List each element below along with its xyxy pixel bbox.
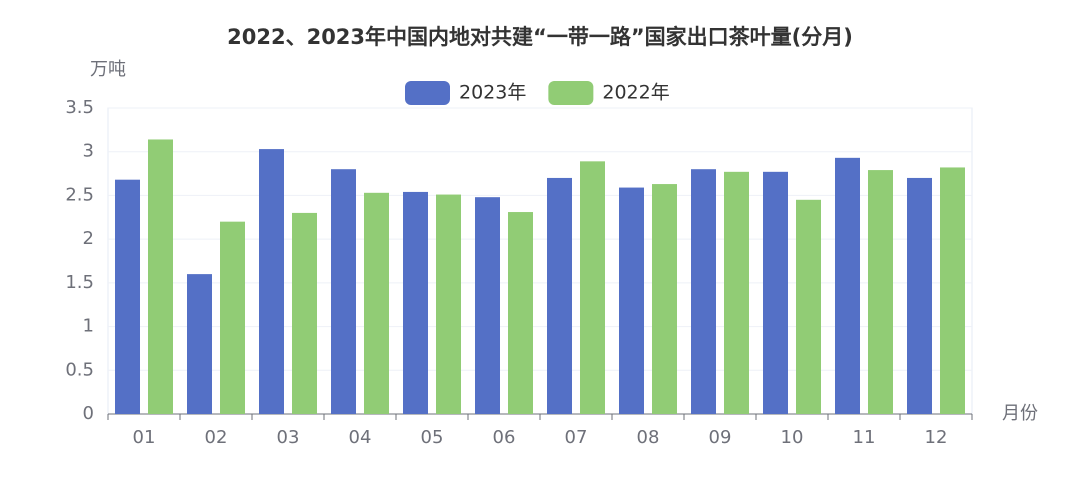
bar [835, 157, 860, 414]
x-tick-label: 08 [637, 427, 660, 448]
bar [724, 171, 749, 414]
bar [547, 177, 572, 414]
x-tick-label: 09 [709, 427, 732, 448]
bar [364, 192, 389, 414]
x-tick-label: 05 [421, 427, 444, 448]
bar [907, 177, 932, 414]
y-tick-label: 3 [83, 141, 94, 162]
legend-swatch [405, 81, 450, 105]
x-axis-label: 月份 [1002, 403, 1038, 424]
x-tick-label: 03 [277, 427, 300, 448]
y-tick-label: 3.5 [65, 97, 94, 118]
bar [187, 274, 212, 414]
bar [763, 171, 788, 414]
bar [220, 221, 245, 414]
bar [115, 179, 140, 414]
bar [652, 184, 677, 414]
y-tick-label: 0 [83, 403, 94, 424]
legend-label: 2022年 [602, 82, 669, 104]
bar [868, 170, 893, 414]
bar [259, 149, 284, 414]
bar [580, 161, 605, 414]
y-axis-label: 万吨 [90, 59, 126, 80]
x-tick-label: 11 [853, 427, 876, 448]
y-tick-label: 0.5 [65, 359, 94, 380]
x-tick-label: 10 [781, 427, 804, 448]
x-tick-label: 04 [349, 427, 372, 448]
y-tick-label: 2.5 [65, 184, 94, 205]
chart-title: 2022、2023年中国内地对共建“一带一路”国家出口茶叶量(分月) [227, 25, 853, 49]
bar [691, 169, 716, 414]
x-tick-label: 12 [925, 427, 948, 448]
y-tick-label: 2 [83, 228, 94, 249]
x-tick-label: 02 [205, 427, 228, 448]
bar [940, 167, 965, 414]
bar [403, 191, 428, 414]
legend-label: 2023年 [459, 82, 526, 104]
bar [796, 199, 821, 414]
x-tick-label: 07 [565, 427, 588, 448]
bar [508, 212, 533, 414]
bar [148, 139, 173, 414]
y-tick-label: 1.5 [65, 272, 94, 293]
bar [292, 212, 317, 414]
y-tick-label: 1 [83, 316, 94, 337]
legend-swatch [548, 81, 594, 105]
bar [475, 197, 500, 414]
bar [619, 187, 644, 414]
bar [436, 194, 461, 414]
x-tick-label: 01 [133, 427, 156, 448]
x-tick-label: 06 [493, 427, 516, 448]
bar [331, 169, 356, 414]
